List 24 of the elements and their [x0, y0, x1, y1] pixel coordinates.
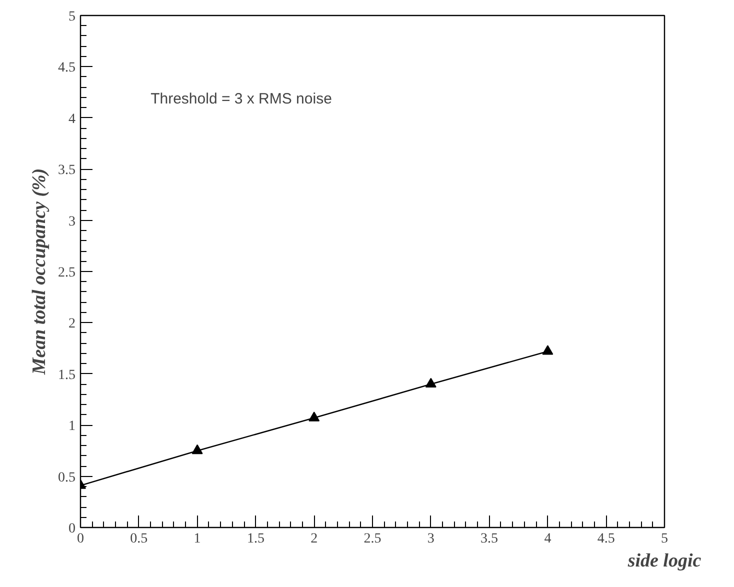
y-tick-label: 1: [68, 419, 76, 434]
y-tick-label: 3.5: [58, 163, 76, 178]
x-tick-label: 5: [661, 532, 668, 546]
annotation: Threshold = 3 x RMS noise: [150, 90, 332, 108]
x-axis-title: side logic: [626, 550, 702, 572]
y-tick-label: 1.5: [58, 368, 76, 383]
y-tick-label: 0: [68, 522, 76, 536]
y-tick-label: 4.5: [58, 60, 76, 76]
y-tick-label: 3: [68, 214, 76, 230]
x-tick-label: 1: [194, 532, 201, 546]
x-tick-label: 4.5: [597, 532, 615, 546]
x-tick-label: 3: [427, 532, 434, 546]
y-tick-label: 2.5: [58, 266, 76, 280]
x-tick-label: 3.5: [480, 532, 498, 546]
x-tick-label: 4: [544, 532, 552, 546]
x-tick-label: 1.5: [246, 532, 264, 546]
x-tick-label: 2.5: [364, 532, 382, 546]
x-tick-label: 0.5: [130, 532, 148, 546]
y-axis-title: Mean total occupancy (%): [29, 168, 50, 376]
y-tick-label: 5: [68, 10, 76, 24]
x-tick-label: 2: [310, 532, 318, 546]
y-tick-label: 2: [68, 316, 76, 332]
y-tick-label: 4: [68, 112, 76, 127]
y-tick-label: 0.5: [58, 470, 76, 486]
